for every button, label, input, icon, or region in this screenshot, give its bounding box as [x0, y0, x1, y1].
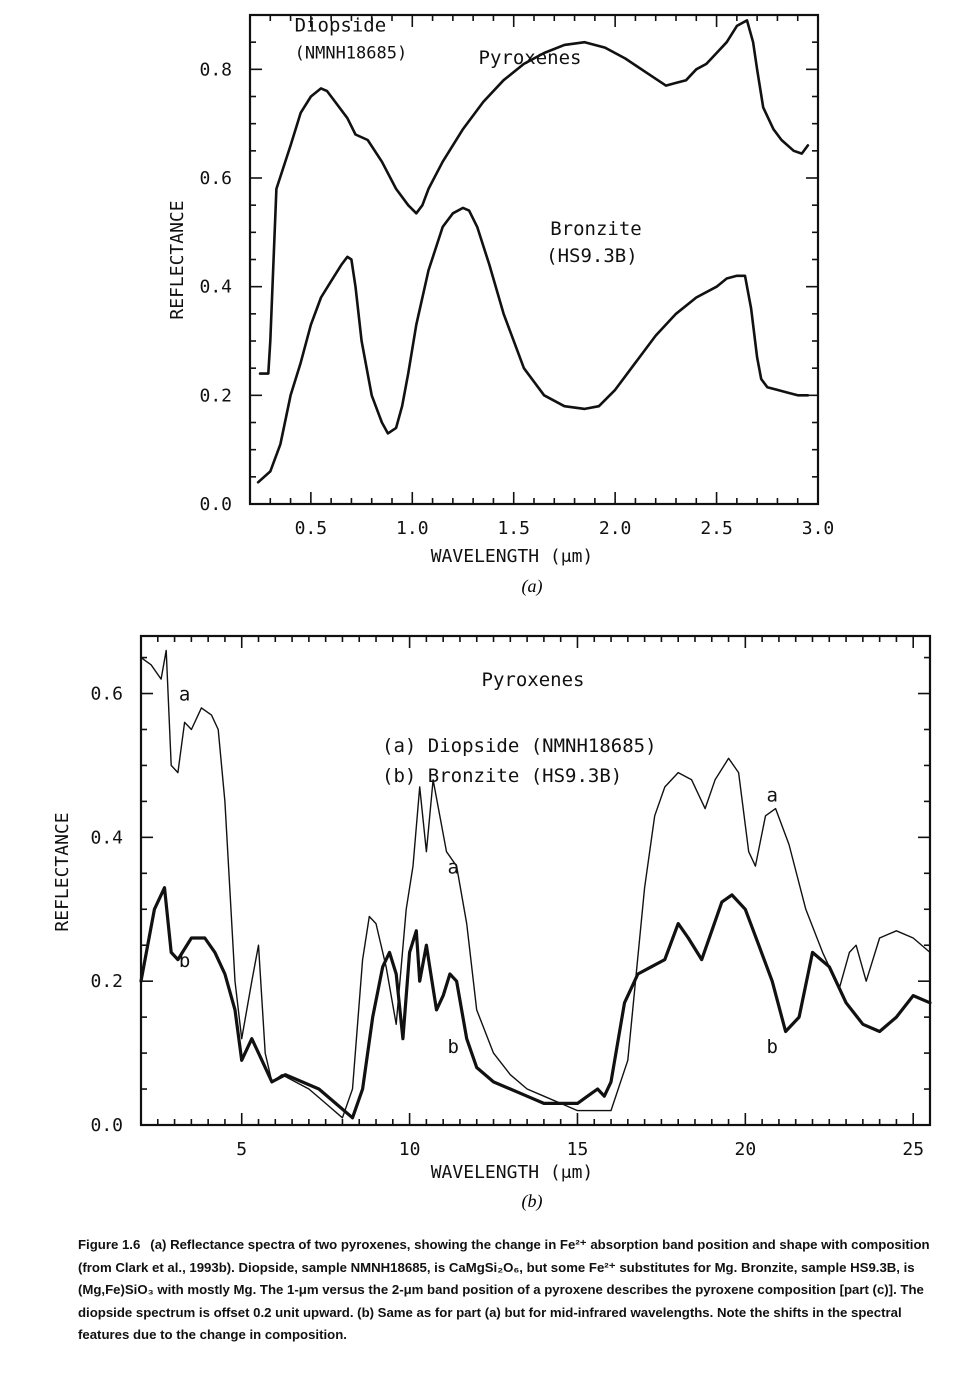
chart-b-legend-b: (b) Bronzite (HS9.3B) — [382, 765, 622, 787]
chart-b-series-line-1 — [140, 649, 931, 1119]
chart-b-x-tick-label: 25 — [902, 1139, 924, 1160]
chart-b-y-tick-label: 0.2 — [90, 971, 123, 992]
chart-b-y-tick-label: 0.4 — [90, 827, 123, 848]
caption-text: (a) Reflectance spectra of two pyroxenes… — [78, 1237, 930, 1342]
chart-b-series-line-2 — [139, 886, 932, 1120]
chart-a-x-tick-label: 3.0 — [802, 518, 835, 539]
caption-label: Figure 1.6 — [78, 1237, 141, 1252]
chart-a-annotation: Diopside — [295, 14, 387, 36]
chart-panel-b: 5 10 15 20 25 0.0 0.2 0.4 0.6 Pyroxenes (a) Diop… — [52, 634, 932, 1212]
chart-b-ticks: 5 10 15 20 25 0.0 0.2 0.4 0.6 — [90, 636, 931, 1160]
figure-canvas: 0.5 1.0 1.5 2.0 2.5 3.0 0.0 0.2 0.4 0.6 0.8 Pyroxe… — [52, 13, 932, 1212]
chart-b-curve-label: b — [766, 1036, 777, 1058]
chart-b-y-tick-label: 0.6 — [90, 684, 123, 705]
chart-a-series-line-1 — [258, 19, 810, 375]
chart-b-x-tick-label: 15 — [567, 1139, 589, 1160]
chart-b-x-tick-label: 5 — [236, 1139, 247, 1160]
chart-b-xlabel: WAVELENGTH (μm) — [431, 1162, 594, 1183]
chart-b-curve-label: a — [179, 684, 190, 706]
chart-b-curve-label: b — [448, 1036, 459, 1058]
chart-a-series-group — [256, 19, 810, 484]
chart-a-x-tick-label: 1.0 — [396, 518, 429, 539]
chart-a-x-tick-label: 2.5 — [700, 518, 733, 539]
chart-a-xlabel: WAVELENGTH (μm) — [431, 546, 594, 567]
chart-a-x-tick-label: 2.0 — [599, 518, 632, 539]
chart-a-ticks: 0.5 1.0 1.5 2.0 2.5 3.0 0.0 0.2 0.4 0.6 0.8 — [199, 14, 835, 539]
chart-a-y-tick-label: 0.6 — [199, 168, 232, 189]
chart-a-annotation: Bronzite — [550, 218, 642, 240]
chart-a-ylabel: REFLECTANCE — [167, 200, 188, 319]
chart-b-x-tick-label: 20 — [734, 1139, 756, 1160]
chart-a-annotation: (NMNH18685) — [295, 43, 408, 63]
chart-a-y-tick-label: 0.2 — [199, 385, 232, 406]
figure-caption: Figure 1.6 (a) Reflectance spectra of two… — [78, 1234, 938, 1347]
chart-a-x-tick-label: 0.5 — [295, 518, 328, 539]
chart-a-x-tick-label: 1.5 — [497, 518, 530, 539]
chart-a-series-line-2 — [256, 206, 810, 484]
chart-b-y-tick-label: 0.0 — [90, 1115, 123, 1136]
chart-b-panel-label: (b) — [522, 1191, 543, 1212]
chart-a-panel-label: (a) — [522, 576, 543, 597]
chart-b-curve-label: a — [448, 856, 459, 878]
chart-b-curve-label: b — [179, 950, 190, 972]
chart-b-frame — [139, 634, 932, 1127]
chart-a-frame — [248, 13, 820, 506]
chart-a-annotation: (HS9.3B) — [546, 245, 638, 267]
chart-b-x-tick-label: 10 — [399, 1139, 421, 1160]
chart-a-y-tick-label: 0.4 — [199, 277, 232, 298]
chart-b-series-group — [139, 649, 932, 1120]
chart-b-annotations: a b a b a b — [179, 684, 778, 1058]
chart-a-title: Pyroxenes — [479, 47, 582, 69]
chart-a-y-tick-label: 0.8 — [199, 59, 232, 80]
chart-b-curve-label: a — [766, 784, 777, 806]
chart-a-y-tick-label: 0.0 — [199, 494, 232, 515]
chart-b-title: Pyroxenes — [482, 669, 585, 691]
chart-b-legend-a: (a) Diopside (NMNH18685) — [382, 735, 657, 757]
chart-b-ylabel: REFLECTANCE — [52, 812, 73, 931]
chart-panel-a: 0.5 1.0 1.5 2.0 2.5 3.0 0.0 0.2 0.4 0.6 0.8 Pyroxe… — [167, 13, 835, 597]
